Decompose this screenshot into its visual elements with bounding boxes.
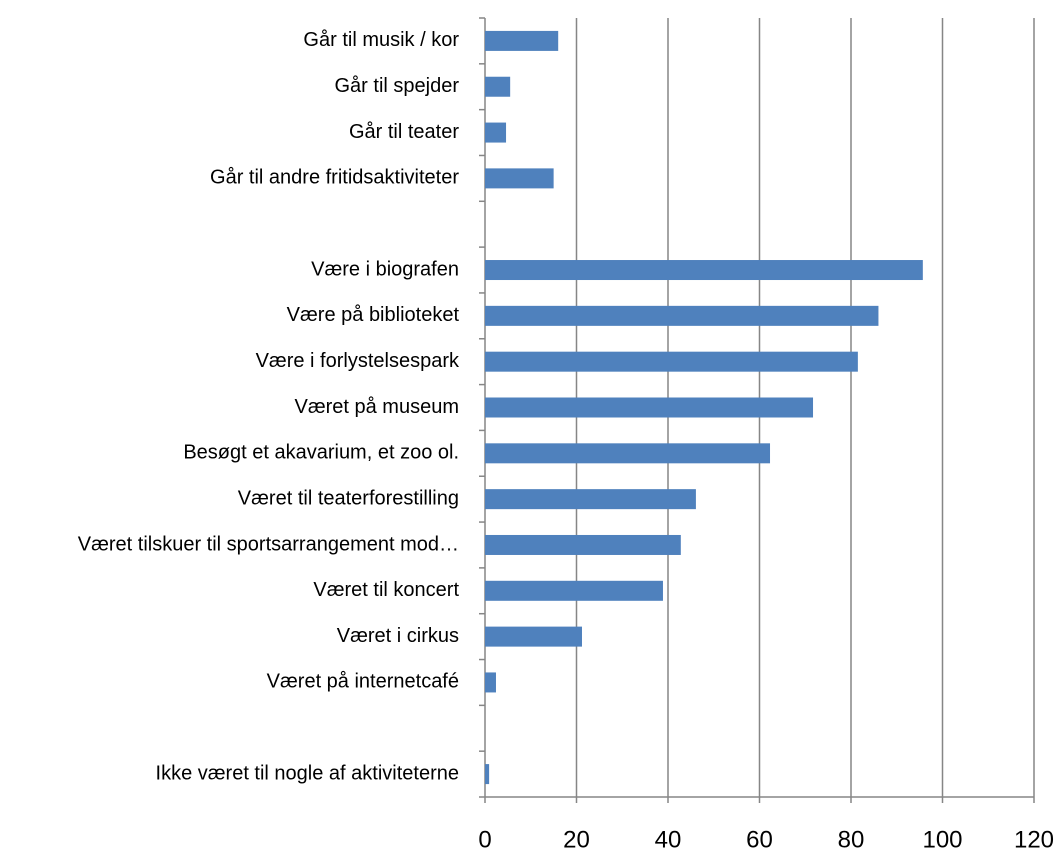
y-tick-label: Været på internetcafé [267,671,459,693]
x-tick-label: 100 [922,826,962,853]
x-tick-label: 80 [838,826,865,853]
bar [485,30,559,51]
x-tick-label: 120 [1014,826,1054,853]
y-tick-label: Været til koncert [313,579,459,601]
y-tick-label: Går til andre fritidsaktiviteter [210,167,459,189]
bar [485,443,771,464]
x-tick-label: 60 [746,826,773,853]
x-tick-label: 0 [478,826,491,853]
bar [485,672,496,693]
bar [485,122,507,143]
bar [485,534,681,555]
bar [485,580,663,601]
bar [485,76,511,97]
y-tick-label: Være i biografen [311,258,459,280]
bar [485,260,923,281]
y-tick-label: Være på biblioteket [287,304,460,326]
bar [485,168,554,189]
bar [485,397,814,418]
y-tick-label: Været til teaterforestilling [238,487,459,509]
bar [485,764,490,785]
y-tick-label: Går til teater [349,121,459,143]
y-tick-label: Ikke været til nogle af aktiviteterne [156,762,459,784]
y-tick-label: Besøgt et akavarium, et zoo ol. [183,442,459,464]
bar [485,351,858,372]
y-tick-label: Været tilskuer til sportsarrangement mod… [78,533,459,555]
y-tick-label: Går til spejder [335,75,460,97]
bar [485,626,582,647]
x-tick-label: 40 [655,826,682,853]
x-tick-label: 20 [563,826,590,853]
bar [485,305,879,326]
y-tick-label: Været på museum [294,396,459,418]
y-tick-label: Går til musik / kor [303,29,459,51]
y-tick-label: Været i cirkus [337,625,459,647]
bar [485,489,696,510]
y-tick-label: Være i forlystelsespark [256,350,460,372]
